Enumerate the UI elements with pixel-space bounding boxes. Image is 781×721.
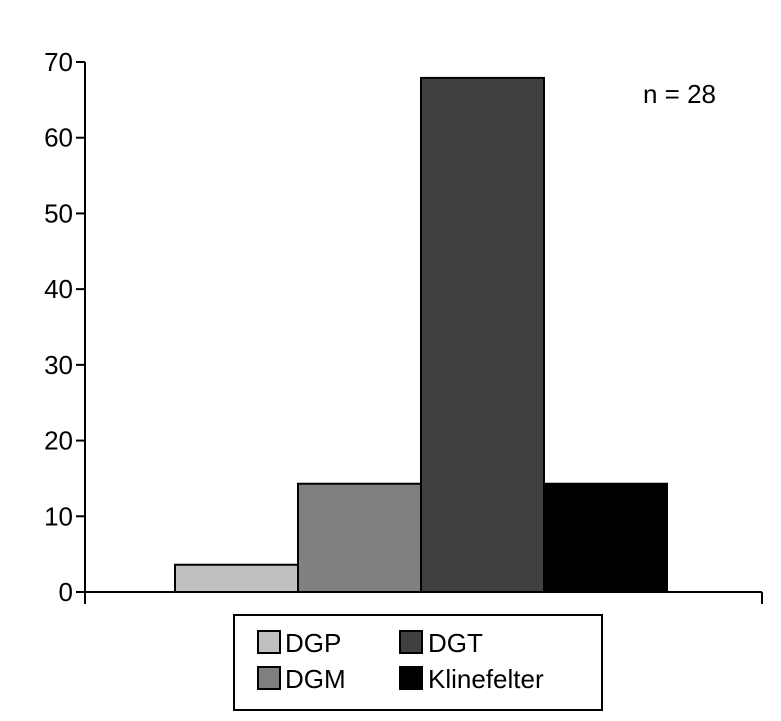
legend-label-dgm: DGM (285, 664, 346, 694)
legend-swatch-dgm (257, 666, 281, 690)
bars (174, 76, 668, 594)
bar-dgp (174, 563, 299, 594)
legend-label-klinefelter: Klinefelter (428, 664, 544, 694)
y-tick-label: 10 (44, 501, 73, 531)
legend-swatch-klinefelter (399, 666, 423, 690)
y-tick-label: 40 (44, 274, 73, 304)
sample-size-annotation: n = 28 (643, 79, 716, 109)
y-axis: 0 10 20 30 40 50 60 70 (44, 47, 86, 607)
y-tick-label: 30 (44, 350, 73, 380)
legend-swatch-dgt (399, 630, 423, 654)
legend-label-dgt: DGT (428, 628, 483, 658)
bar-dgt (420, 76, 545, 593)
y-tick-label: 20 (44, 426, 73, 456)
legend-swatch-dgp (257, 630, 281, 654)
y-tick-label: 60 (44, 123, 73, 153)
y-tick-label: 50 (44, 198, 73, 228)
legend-label-dgp: DGP (285, 628, 341, 658)
y-tick-label: 70 (44, 47, 73, 77)
bar-klinefelter (543, 482, 668, 594)
x-axis (84, 591, 763, 604)
y-tick-label: 0 (59, 577, 73, 607)
bar-dgm (297, 482, 422, 594)
legend: DGP DGT DGM Klinefelter (233, 614, 603, 711)
